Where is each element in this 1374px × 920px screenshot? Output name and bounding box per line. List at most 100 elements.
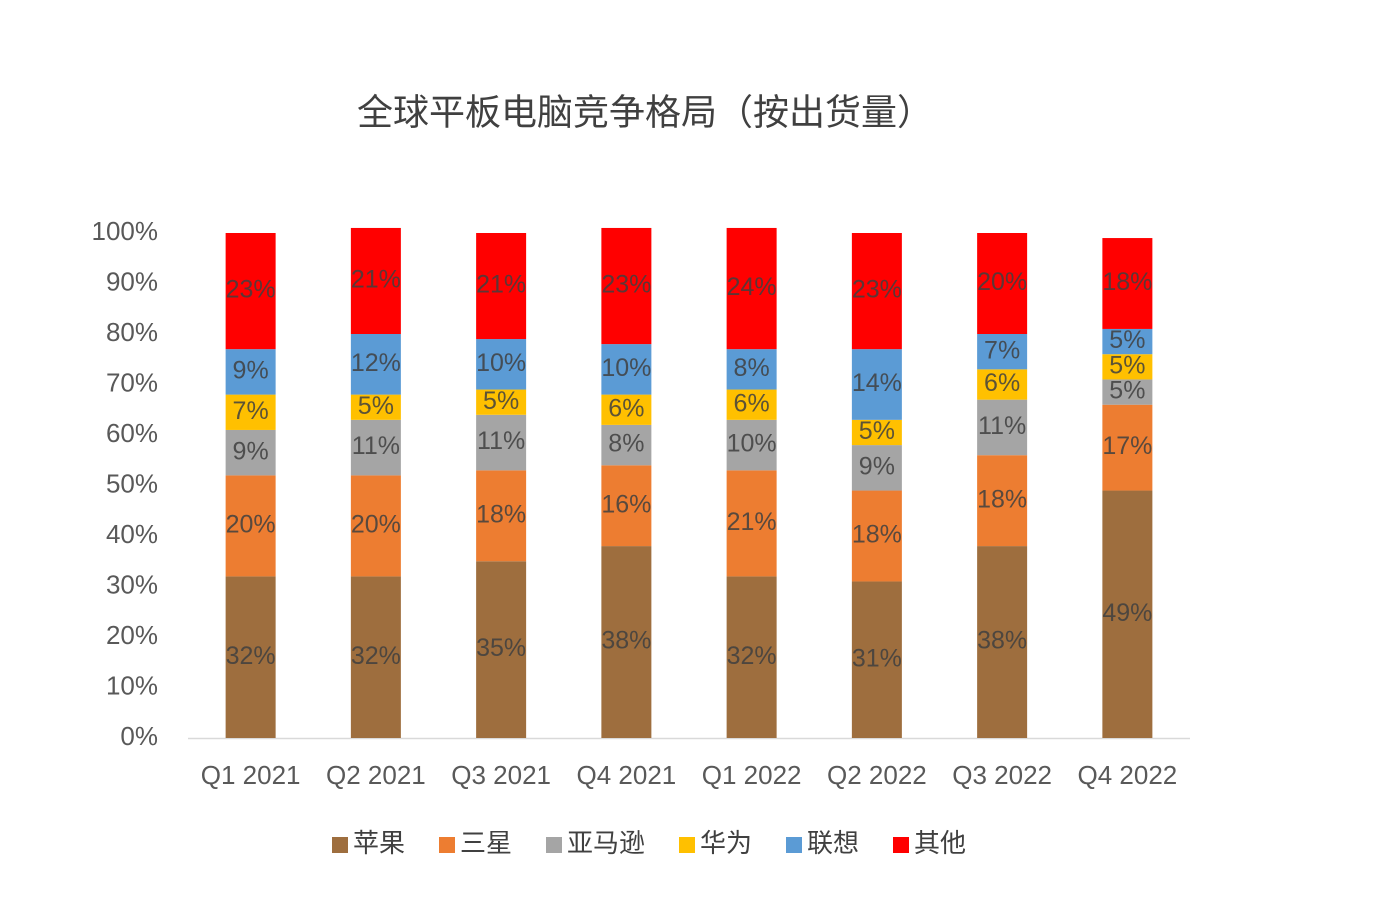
data-label: 9% [233,356,269,384]
data-label: 5% [483,387,519,415]
data-label: 38% [601,627,651,655]
bar-segment [350,394,401,420]
bar-segment [977,334,1028,370]
data-label: 23% [226,276,276,304]
bar-segment [726,470,777,577]
bar-segment [726,419,777,471]
data-label: 12% [351,349,401,377]
bar-segment [601,546,652,738]
x-tick-label: Q4 2022 [1078,760,1178,790]
bar-segment [1102,379,1153,405]
bar-segment [851,419,902,446]
data-label: 8% [608,430,644,458]
data-label: 11% [352,432,400,460]
bar-segment [601,424,652,466]
x-tick-label: Q2 2022 [827,760,927,790]
data-label: 5% [1109,326,1145,354]
bar-segment [601,227,652,345]
bar-segment [476,389,527,415]
y-tick-label: 70% [106,367,158,397]
data-label: 7% [233,397,269,425]
bar-segment [225,394,276,430]
x-tick-label: Q1 2022 [702,760,802,790]
data-label: 9% [859,452,895,480]
data-label: 8% [734,354,770,382]
data-label: 9% [233,437,269,465]
bar-segment [726,576,777,738]
data-label: 6% [608,394,644,422]
bar-segment [350,576,401,738]
data-label: 11% [978,412,1026,440]
bar-segment [851,233,902,350]
legend-swatch [786,837,802,853]
legend-swatch [439,837,455,853]
bar-segment [977,455,1028,547]
y-tick-label: 0% [120,721,158,751]
data-label: 32% [226,642,276,670]
bar-segment [225,576,276,738]
data-label: 18% [977,485,1027,513]
bar-segment [726,389,777,420]
y-tick-label: 90% [106,266,158,296]
legend-swatch [679,837,695,853]
data-label: 31% [852,644,902,672]
data-label: 23% [601,271,651,299]
data-label: 20% [351,511,401,539]
x-tick-label: Q3 2021 [451,760,551,790]
legend-label: 亚马逊 [567,828,645,858]
data-label: 49% [1102,599,1152,627]
y-tick-label: 80% [106,317,158,347]
bar-segment [726,349,777,390]
data-label: 18% [476,500,526,528]
data-label: 20% [977,268,1027,296]
y-tick-label: 20% [106,620,158,650]
legend-label: 三星 [460,828,512,858]
legend-swatch [332,837,348,853]
data-label: 24% [727,273,777,301]
data-label: 10% [476,349,526,377]
data-label: 18% [1102,268,1152,296]
data-label: 10% [727,430,777,458]
bar-segment [851,349,902,420]
bar-segment [601,465,652,547]
bar-segment [225,233,276,350]
data-label: 32% [727,642,777,670]
bar-segment [476,233,527,340]
legend-label: 华为 [700,828,752,858]
bar-segment [1102,490,1153,738]
x-tick-label: Q1 2021 [201,760,301,790]
bar-segment [726,227,777,350]
bar-segment [1102,404,1153,491]
data-label: 21% [351,266,401,294]
data-label: 16% [601,490,651,518]
bar-segment [1102,354,1153,380]
bar-segment [350,227,401,334]
data-label: 23% [852,276,902,304]
y-tick-label: 100% [92,216,159,246]
bar-segment [977,233,1028,334]
data-label: 21% [476,271,526,299]
x-tick-label: Q2 2021 [326,760,426,790]
bar-segment [1102,328,1153,355]
bar-segment [851,490,902,582]
data-label: 5% [1109,377,1145,405]
data-label: 5% [859,417,895,445]
legend-swatch [546,837,562,853]
bar-segment [977,546,1028,738]
bar-segment [851,445,902,491]
x-tick-label: Q3 2022 [952,760,1052,790]
bar-segment [601,394,652,425]
data-label: 38% [977,627,1027,655]
data-label: 6% [734,389,770,417]
bar-segment [350,334,401,395]
x-tick-label: Q4 2021 [577,760,677,790]
bar-segment [350,419,401,476]
data-label: 5% [1109,351,1145,379]
y-tick-label: 60% [106,418,158,448]
y-tick-label: 10% [106,670,158,700]
bar-segment [476,561,527,738]
bar-segment [225,349,276,395]
bar-segment [476,470,527,562]
legend-swatch [893,837,909,853]
